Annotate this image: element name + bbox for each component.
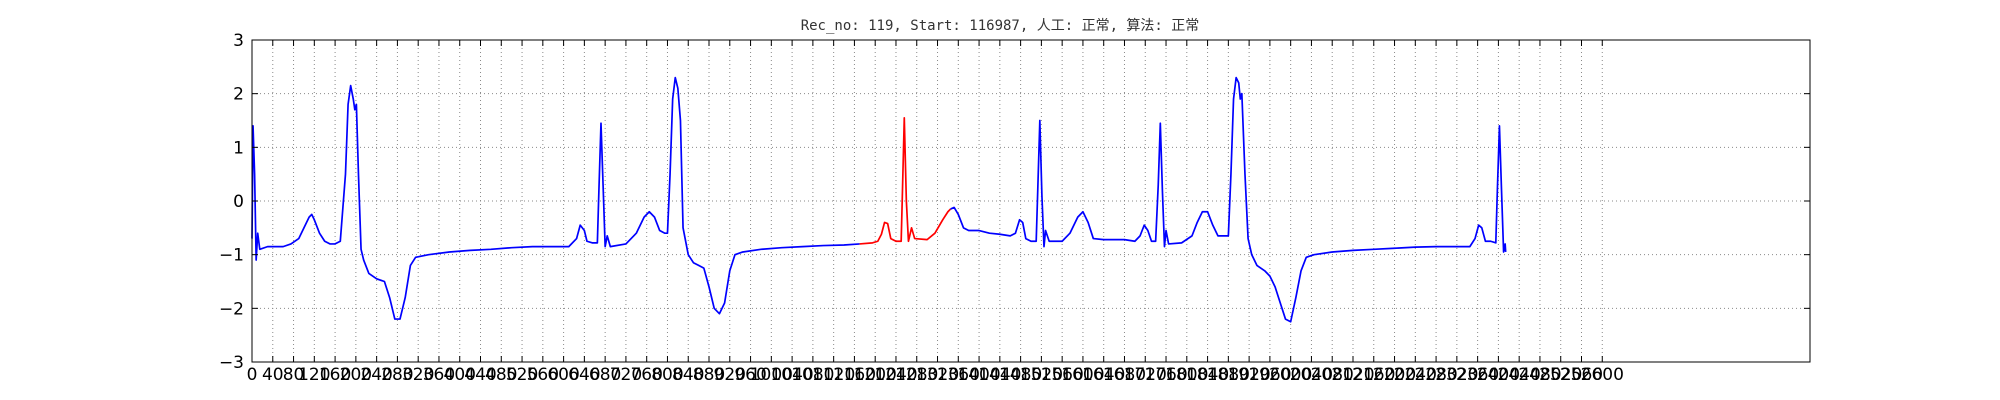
- x-tick-label: 1600: [1061, 365, 1104, 385]
- x-tick-label: 2320: [1435, 365, 1478, 385]
- x-tick-label: 1760: [1144, 365, 1187, 385]
- x-tick-label: 240: [360, 365, 392, 385]
- x-tick-label: 1480: [999, 365, 1042, 385]
- x-tick-label: 2600: [1581, 365, 1624, 385]
- x-tick-label: 1840: [1186, 365, 1229, 385]
- x-tick-label: 1120: [812, 365, 855, 385]
- x-tick-label: 640: [568, 365, 600, 385]
- x-tick-label: 2040: [1290, 365, 1333, 385]
- x-tick-label: 1640: [1082, 365, 1125, 385]
- x-tick-label: 1080: [791, 365, 834, 385]
- x-tick-label: 1920: [1227, 365, 1270, 385]
- y-axis: −3 −2 −1 0 1 2 3: [219, 31, 1810, 373]
- x-tick-label: 400: [444, 365, 476, 385]
- x-tick-label: 1240: [874, 365, 917, 385]
- y-tick-label: −1: [219, 246, 244, 266]
- x-tick-label: 2480: [1518, 365, 1561, 385]
- x-tick-label: 1800: [1165, 365, 1208, 385]
- x-tick-label: 560: [527, 365, 559, 385]
- x-tick-label: 1560: [1041, 365, 1084, 385]
- x-tick-label: 2240: [1394, 365, 1437, 385]
- x-tick-label: 680: [589, 365, 621, 385]
- x-tick-label: 1400: [957, 365, 1000, 385]
- x-tick-label: 2520: [1539, 365, 1582, 385]
- x-tick-label: 1680: [1103, 365, 1146, 385]
- x-tick-label: 2080: [1311, 365, 1354, 385]
- x-tick-label: 40: [262, 365, 284, 385]
- x-tick-label: 2560: [1560, 365, 1603, 385]
- x-tick-label: 2440: [1498, 365, 1541, 385]
- x-tick-label: 720: [610, 365, 642, 385]
- x-tick-label: 520: [506, 365, 538, 385]
- x-tick-label: 880: [693, 365, 725, 385]
- y-tick-label: 2: [233, 85, 244, 105]
- chart-title: Rec_no: 119, Start: 116987, 人工: 正常, 算法: …: [801, 18, 1200, 34]
- x-tick-label: 160: [319, 365, 351, 385]
- x-tick-label: 600: [547, 365, 579, 385]
- x-tick-label: 1320: [916, 365, 959, 385]
- x-tick-label: 2280: [1414, 365, 1457, 385]
- x-tick-label: 1440: [978, 365, 1021, 385]
- x-tick-label: 200: [340, 365, 372, 385]
- x-axis: 0 40 8012016020024028032036040044048052056…: [247, 40, 1624, 385]
- x-tick-label: 2400: [1477, 365, 1520, 385]
- x-tick-label: 920: [714, 365, 746, 385]
- x-tick-label: 2120: [1331, 365, 1374, 385]
- x-tick-label: 480: [485, 365, 517, 385]
- x-tick-label: 1720: [1124, 365, 1167, 385]
- x-tick-label: 1200: [854, 365, 897, 385]
- x-tick-label: 360: [423, 365, 455, 385]
- x-tick-label: 1520: [1020, 365, 1063, 385]
- x-tick-label: 1360: [937, 365, 980, 385]
- x-tick-label: 2000: [1269, 365, 1312, 385]
- ecg-series-segment-3: [950, 76, 1507, 323]
- x-tick-label: 120: [298, 365, 330, 385]
- y-tick-label: 0: [233, 192, 244, 212]
- y-tick-label: 3: [233, 31, 244, 51]
- x-tick-label: 1880: [1207, 365, 1250, 385]
- x-tick-label: 2160: [1352, 365, 1395, 385]
- x-tick-label: 320: [402, 365, 434, 385]
- x-tick-label: 1160: [833, 365, 876, 385]
- x-tick-label: 840: [672, 365, 704, 385]
- x-tick-label: 1040: [770, 365, 813, 385]
- x-tick-label: 2200: [1373, 365, 1416, 385]
- x-tick-label: 1000: [750, 365, 793, 385]
- plot-series: [251, 76, 1507, 323]
- x-tick-label: 0: [247, 365, 258, 385]
- y-tick-label: −3: [219, 353, 244, 373]
- x-tick-label: 960: [734, 365, 766, 385]
- x-tick-label: 1960: [1248, 365, 1291, 385]
- x-tick-label: 440: [464, 365, 496, 385]
- ecg-series-segment-1: [251, 76, 860, 320]
- ecg-series-segment-2: [859, 116, 952, 245]
- x-tick-label: 280: [381, 365, 413, 385]
- x-tick-label: 80: [283, 365, 305, 385]
- x-tick-label: 1280: [895, 365, 938, 385]
- x-tick-label: 800: [651, 365, 683, 385]
- grid: [252, 40, 1810, 362]
- y-tick-label: 1: [233, 138, 244, 158]
- x-tick-label: 760: [630, 365, 662, 385]
- x-tick-label: 2360: [1456, 365, 1499, 385]
- y-tick-label: −2: [219, 299, 244, 319]
